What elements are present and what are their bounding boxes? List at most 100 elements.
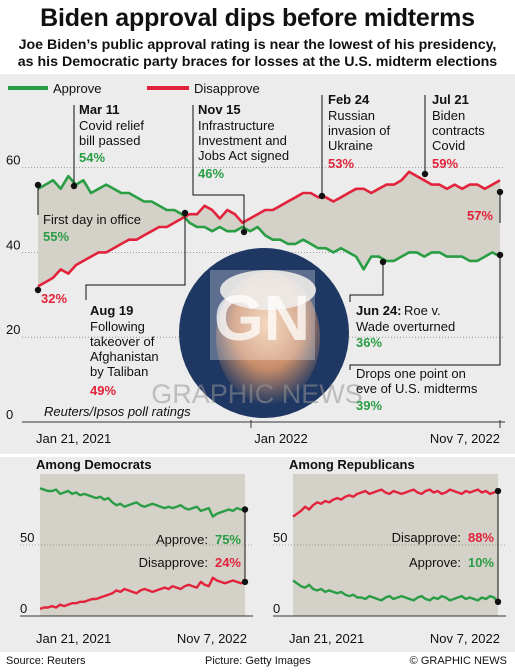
annotation-nov15-value: 46% — [198, 166, 224, 181]
rep-disapprove-label: Disapprove: — [392, 530, 461, 545]
dem-dot-disapprove — [241, 578, 249, 586]
annotation-final-disapprove: 57% — [467, 208, 493, 223]
annotation-aug19-date: Aug 19 — [90, 303, 133, 318]
annotation-final-text-line-1: eve of U.S. midterms — [356, 381, 478, 396]
annotation-mar11-date: Mar 11 — [79, 102, 119, 117]
dem-y-tick-50: 50 — [20, 530, 34, 545]
annotation-nov15-text-line-0: Infrastructure — [198, 118, 275, 133]
rep-approve-value: 10% — [468, 555, 494, 570]
gap-band — [38, 171, 500, 287]
dem-x-tick-end: Nov 7, 2022 — [177, 631, 247, 646]
annotation-aug19-text-line-0: Following — [90, 319, 145, 334]
legend-label-disapprove: Disapprove — [194, 81, 260, 96]
annotation-feb24-value: 53% — [328, 156, 354, 171]
annotation-aug19-text-line-3: by Taliban — [90, 364, 148, 379]
rep-title: Among Republicans — [289, 457, 415, 472]
annotation-jul21-text-line-0: Biden — [432, 108, 465, 123]
dot-nov15 — [240, 228, 248, 236]
annotation-final-text-line-0: Drops one point on — [356, 366, 466, 381]
annotation-poll-note: Reuters/Ipsos poll ratings — [44, 404, 191, 419]
annotation-first-day: First day in office — [43, 212, 141, 227]
annotation-mar11-text-line-1: bill passed — [79, 133, 140, 148]
annotation-feb24-text-line-2: Ukraine — [328, 138, 373, 153]
picture-credit: Picture: Getty Images — [205, 655, 311, 667]
annotation-aug19-text-line-2: Afghanistan — [90, 349, 159, 364]
x-tick-start: Jan 21, 2021 — [36, 431, 111, 446]
dot-disapprove-start — [34, 286, 42, 294]
source-note: Source: Reuters — [6, 655, 86, 667]
dem-approve-label: Approve: — [156, 532, 208, 547]
y-tick-40: 40 — [6, 237, 20, 252]
annotation-aug19-value: 49% — [90, 383, 116, 398]
leader-final-approve — [349, 255, 501, 370]
annotation-final-approve: 39% — [356, 398, 382, 413]
annotation-jun24-value: 36% — [356, 335, 382, 350]
dem-title: Among Democrats — [36, 457, 152, 472]
dot-aug19 — [181, 209, 189, 217]
y-tick-60: 60 — [6, 153, 20, 168]
annotation-first-day-disapprove: 32% — [41, 291, 67, 306]
rep-y-tick-0: 0 — [273, 601, 280, 616]
leader-jun24 — [349, 262, 384, 302]
dot-final-disapprove — [496, 188, 504, 196]
subtitle-line-2: as his Democratic party braces for losse… — [17, 54, 498, 70]
dem-disapprove-label: Disapprove: — [139, 555, 208, 570]
dot-final-approve — [496, 251, 504, 259]
annotation-nov15-text-line-1: Investment and — [198, 133, 287, 148]
annotation-jul21-date: Jul 21 — [432, 92, 469, 107]
rep-approve-line — [292, 579, 499, 603]
rep-band — [293, 474, 498, 616]
leader-aug19 — [85, 213, 186, 300]
dem-dot-approve — [241, 506, 249, 513]
annotation-feb24-text-line-1: invasion of — [328, 123, 391, 138]
rep-approve-label: Approve: — [409, 555, 461, 570]
y-tick-20: 20 — [6, 322, 20, 337]
dot-mar11 — [70, 182, 78, 190]
annotation-jun24-date: Jun 24: — [356, 303, 402, 318]
legend-label-approve: Approve — [53, 81, 101, 96]
copyright: © GRAPHIC NEWS — [409, 655, 507, 667]
logo-box — [210, 270, 315, 360]
annotation-jul21-value: 59% — [432, 156, 458, 171]
dot-jun24 — [379, 258, 387, 266]
annotation-feb24-text-line-0: Russian — [328, 108, 375, 123]
graphic-news-watermark: GRAPHIC NEWS — [151, 379, 363, 409]
gn-logo: GN — [214, 282, 310, 354]
annotation-feb24-date: Feb 24 — [328, 92, 370, 107]
disapprove-line — [37, 170, 501, 288]
approve-line — [37, 174, 501, 271]
rep-dot-approve — [494, 598, 502, 605]
annotation-nov15-text-line-2: Jobs Act signed — [198, 148, 289, 163]
dem-disapprove-line — [39, 576, 246, 611]
rep-disapprove-line — [292, 488, 499, 518]
dem-y-tick-0: 0 — [20, 601, 27, 616]
annotation-first-day-approve: 55% — [43, 229, 69, 244]
y-tick-0: 0 — [6, 407, 13, 422]
leader-nov15 — [192, 105, 245, 232]
dem-disapprove-value: 24% — [215, 555, 241, 570]
annotation-jun24-text-a: Roe v. — [404, 303, 441, 318]
photo-hair — [220, 270, 316, 310]
dem-approve-line — [39, 487, 245, 518]
x-tick-end: Nov 7, 2022 — [430, 431, 500, 446]
rep-disapprove-value: 88% — [468, 530, 494, 545]
rep-y-tick-50: 50 — [273, 530, 287, 545]
dot-jul21 — [421, 170, 429, 178]
rep-x-tick-start: Jan 21, 2021 — [289, 631, 364, 646]
rep-x-tick-end: Nov 7, 2022 — [430, 631, 500, 646]
dem-approve-value: 75% — [215, 532, 241, 547]
annotation-aug19-text-line-1: takeover of — [90, 334, 155, 349]
dem-x-tick-start: Jan 21, 2021 — [36, 631, 111, 646]
annotation-jul21-text-line-1: contracts — [432, 123, 485, 138]
x-tick-jan-2022: Jan 2022 — [254, 431, 308, 446]
annotation-jul21-text-line-2: Covid — [432, 138, 465, 153]
dot-feb24 — [318, 192, 326, 200]
annotation-mar11-text-line-0: Covid relief — [79, 118, 144, 133]
annotation-mar11-value: 54% — [79, 150, 105, 165]
subtitle-line-1: Joe Biden’s public approval rating is ne… — [18, 37, 497, 53]
annotation-nov15-date: Nov 15 — [198, 102, 241, 117]
annotation-jun24-text-b: Wade overturned — [356, 319, 455, 334]
rep-dot-disapprove — [494, 487, 502, 495]
chart-title: Biden approval dips before midterms — [40, 4, 475, 32]
